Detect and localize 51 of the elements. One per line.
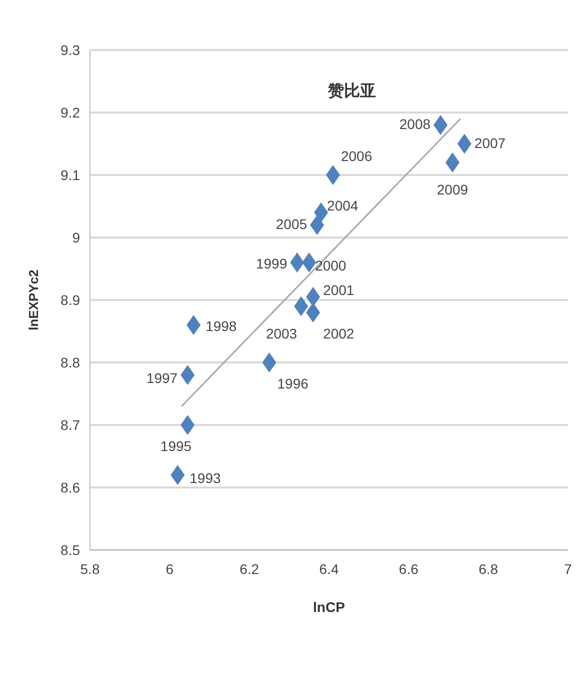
annotation: 2004	[327, 198, 358, 214]
point	[310, 215, 324, 235]
point	[306, 302, 320, 322]
y-tick-label: 9	[72, 230, 80, 246]
x-tick-label: 7	[564, 561, 572, 577]
x-tick-label: 6.8	[478, 561, 498, 577]
annotation: 2002	[323, 326, 354, 342]
annotation: 2008	[399, 116, 431, 132]
point	[326, 165, 340, 185]
y-tick-label: 8.8	[60, 354, 80, 370]
annotation: 1993	[190, 470, 221, 486]
y-tick-label: 9.3	[60, 42, 80, 58]
x-tick-label: 5.8	[80, 561, 100, 577]
annotation: 2003	[266, 325, 298, 342]
point	[306, 286, 320, 307]
annotation: 2000	[315, 258, 346, 274]
y-axis-title: lnEXPYc2	[26, 270, 41, 330]
x-tick-label: 6.6	[398, 561, 419, 577]
x-tick-label: 6	[166, 561, 174, 577]
y-tick-label: 8.9	[60, 292, 80, 308]
point	[180, 415, 195, 435]
point	[180, 365, 195, 385]
annotation: 1997	[146, 370, 178, 386]
point	[302, 252, 316, 272]
x-axis-title: lnCP	[313, 599, 345, 615]
point	[314, 202, 328, 222]
point	[434, 115, 448, 135]
annotation: 2001	[323, 282, 354, 298]
annotation: 2005	[276, 216, 308, 232]
x-tick-label: 6.4	[319, 561, 339, 577]
annotation: 2006	[340, 148, 372, 164]
point	[294, 296, 308, 316]
point	[457, 134, 472, 154]
point	[186, 315, 201, 335]
y-tick-label: 8.6	[60, 480, 80, 496]
point	[170, 465, 185, 485]
annotation: 2009	[436, 182, 468, 198]
point	[290, 252, 304, 272]
point	[445, 152, 460, 172]
y-tick-label: 9.1	[60, 167, 80, 183]
annotation: 1995	[160, 438, 192, 454]
annotation: 1996	[277, 376, 309, 392]
x-tick-label: 6.2	[240, 561, 260, 577]
annotation: 1998	[206, 318, 237, 334]
annotation: 2007	[474, 134, 506, 151]
annotation: 1999	[256, 256, 288, 272]
point	[262, 352, 276, 372]
y-tick-label: 8.7	[60, 417, 80, 433]
y-tick-label: 8.5	[60, 542, 80, 558]
text: 赞比亚	[327, 82, 376, 100]
y-tick-label: 9.2	[60, 104, 80, 120]
